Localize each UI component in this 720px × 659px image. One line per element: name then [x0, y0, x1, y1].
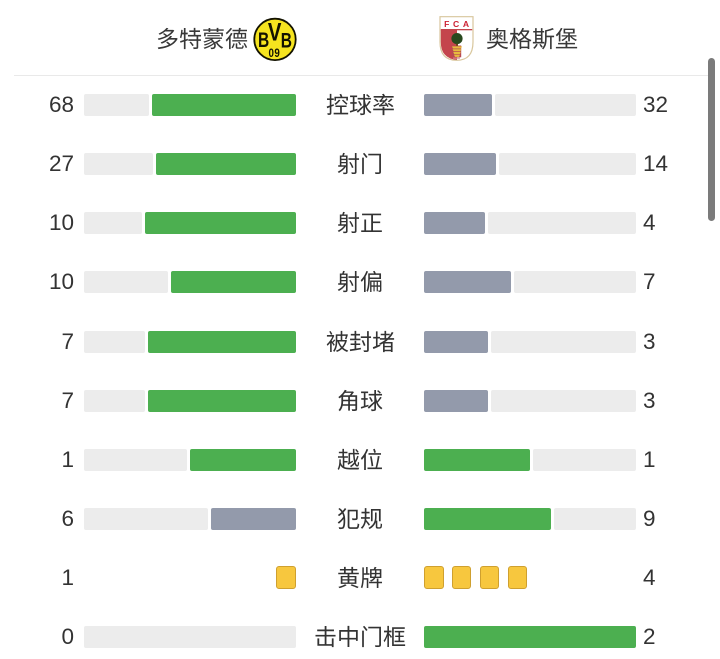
- svg-text:09: 09: [269, 48, 281, 61]
- svg-text:B: B: [258, 28, 269, 52]
- svg-text:V: V: [268, 17, 282, 46]
- svg-text:FCA: FCA: [444, 19, 469, 29]
- svg-text:B: B: [281, 28, 292, 52]
